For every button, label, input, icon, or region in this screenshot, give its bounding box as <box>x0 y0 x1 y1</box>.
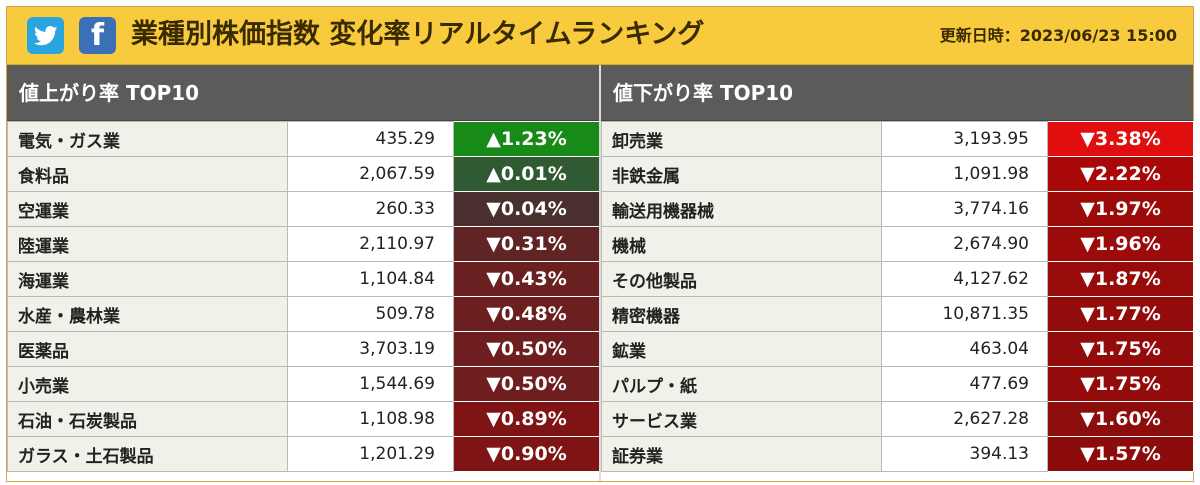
table-row[interactable]: 精密機器 10,871.35 ▼1.77% <box>601 296 1194 332</box>
losers-table: 卸売業 3,193.95 ▼3.38% 非鉄金属 1,091.98 ▼2.22% 輸送用機器… <box>601 121 1194 472</box>
index-value: 4,127.62 <box>881 261 1048 297</box>
widget-header: f 業種別株価指数 変化率リアルタイムランキング 更新日時：2023/06/23… <box>7 7 1193 65</box>
gainers-table: 電気・ガス業 435.29 ▲1.23% 食料品 2,067.59 ▲0.01% 空運業 26… <box>7 121 600 472</box>
change-rate-badge: ▼1.96% <box>1047 226 1194 262</box>
index-value: 477.69 <box>881 366 1048 402</box>
table-row[interactable]: サービス業 2,627.28 ▼1.60% <box>601 401 1194 437</box>
table-row[interactable]: 機械 2,674.90 ▼1.96% <box>601 226 1194 262</box>
index-value: 2,110.97 <box>287 226 454 262</box>
panel-divider <box>599 65 601 481</box>
change-rate-badge: ▼0.89% <box>453 401 600 437</box>
change-rate-badge: ▲1.23% <box>453 121 600 157</box>
sector-name: その他製品 <box>601 261 882 297</box>
losers-heading: 値下がり率 TOP10 <box>601 65 1193 121</box>
sector-name: 空運業 <box>7 191 288 227</box>
sector-name: 証券業 <box>601 436 882 472</box>
table-row[interactable]: 水産・農林業 509.78 ▼0.48% <box>7 296 600 332</box>
index-value: 435.29 <box>287 121 454 157</box>
index-value: 3,703.19 <box>287 331 454 367</box>
index-value: 2,627.28 <box>881 401 1048 437</box>
sector-name: 医薬品 <box>7 331 288 367</box>
table-row[interactable]: 証券業 394.13 ▼1.57% <box>601 436 1194 472</box>
sector-name: パルプ・紙 <box>601 366 882 402</box>
facebook-share-button[interactable]: f <box>79 17 116 54</box>
gainers-panel: 値上がり率 TOP10 電気・ガス業 435.29 ▲1.23% 食料品 2,067.5… <box>7 65 600 481</box>
change-rate-badge: ▼1.77% <box>1047 296 1194 332</box>
table-row[interactable]: 空運業 260.33 ▼0.04% <box>7 191 600 227</box>
index-value: 1,201.29 <box>287 436 454 472</box>
change-rate-badge: ▼1.75% <box>1047 366 1194 402</box>
change-rate-badge: ▼3.38% <box>1047 121 1194 157</box>
table-row[interactable]: 輸送用機器械 3,774.16 ▼1.97% <box>601 191 1194 227</box>
gainers-heading: 値上がり率 TOP10 <box>7 65 599 121</box>
index-value: 260.33 <box>287 191 454 227</box>
table-row[interactable]: 鉱業 463.04 ▼1.75% <box>601 331 1194 367</box>
change-rate-badge: ▲0.01% <box>453 156 600 192</box>
change-rate-badge: ▼0.31% <box>453 226 600 262</box>
change-rate-badge: ▼1.97% <box>1047 191 1194 227</box>
change-rate-badge: ▼0.90% <box>453 436 600 472</box>
change-rate-badge: ▼1.57% <box>1047 436 1194 472</box>
change-rate-badge: ▼1.87% <box>1047 261 1194 297</box>
index-value: 10,871.35 <box>881 296 1048 332</box>
change-rate-badge: ▼1.60% <box>1047 401 1194 437</box>
page-title: 業種別株価指数 変化率リアルタイムランキング <box>131 19 705 50</box>
table-row[interactable]: 電気・ガス業 435.29 ▲1.23% <box>7 121 600 157</box>
table-row[interactable]: 医薬品 3,703.19 ▼0.50% <box>7 331 600 367</box>
ranking-widget: f 業種別株価指数 変化率リアルタイムランキング 更新日時：2023/06/23… <box>6 6 1194 482</box>
facebook-f-icon: f <box>90 18 105 53</box>
sector-name: ガラス・土石製品 <box>7 436 288 472</box>
sector-name: 陸運業 <box>7 226 288 262</box>
change-rate-badge: ▼0.50% <box>453 366 600 402</box>
index-value: 463.04 <box>881 331 1048 367</box>
sector-name: サービス業 <box>601 401 882 437</box>
table-row[interactable]: 非鉄金属 1,091.98 ▼2.22% <box>601 156 1194 192</box>
index-value: 3,774.16 <box>881 191 1048 227</box>
index-value: 1,108.98 <box>287 401 454 437</box>
sector-name: 食料品 <box>7 156 288 192</box>
table-row[interactable]: 石油・石炭製品 1,108.98 ▼0.89% <box>7 401 600 437</box>
index-value: 1,544.69 <box>287 366 454 402</box>
index-value: 1,091.98 <box>881 156 1048 192</box>
change-rate-badge: ▼2.22% <box>1047 156 1194 192</box>
change-rate-badge: ▼0.43% <box>453 261 600 297</box>
table-row[interactable]: 卸売業 3,193.95 ▼3.38% <box>601 121 1194 157</box>
table-row[interactable]: 小売業 1,544.69 ▼0.50% <box>7 366 600 402</box>
table-row[interactable]: 食料品 2,067.59 ▲0.01% <box>7 156 600 192</box>
sector-name: 非鉄金属 <box>601 156 882 192</box>
twitter-bird-icon <box>33 25 58 45</box>
sector-name: 小売業 <box>7 366 288 402</box>
sector-name: 海運業 <box>7 261 288 297</box>
index-value: 509.78 <box>287 296 454 332</box>
change-rate-badge: ▼0.04% <box>453 191 600 227</box>
index-value: 2,674.90 <box>881 226 1048 262</box>
updated-timestamp: 更新日時：2023/06/23 15:00 <box>939 26 1177 45</box>
sector-name: 機械 <box>601 226 882 262</box>
sector-name: 輸送用機器械 <box>601 191 882 227</box>
losers-panel: 値下がり率 TOP10 卸売業 3,193.95 ▼3.38% 非鉄金属 1,091.9… <box>601 65 1194 481</box>
change-rate-badge: ▼0.50% <box>453 331 600 367</box>
sector-name: 石油・石炭製品 <box>7 401 288 437</box>
sector-name: 電気・ガス業 <box>7 121 288 157</box>
table-row[interactable]: 海運業 1,104.84 ▼0.43% <box>7 261 600 297</box>
index-value: 394.13 <box>881 436 1048 472</box>
index-value: 3,193.95 <box>881 121 1048 157</box>
table-row[interactable]: ガラス・土石製品 1,201.29 ▼0.90% <box>7 436 600 472</box>
index-value: 1,104.84 <box>287 261 454 297</box>
change-rate-badge: ▼0.48% <box>453 296 600 332</box>
sector-name: 卸売業 <box>601 121 882 157</box>
change-rate-badge: ▼1.75% <box>1047 331 1194 367</box>
sector-name: 鉱業 <box>601 331 882 367</box>
table-row[interactable]: その他製品 4,127.62 ▼1.87% <box>601 261 1194 297</box>
sector-name: 精密機器 <box>601 296 882 332</box>
index-value: 2,067.59 <box>287 156 454 192</box>
table-row[interactable]: 陸運業 2,110.97 ▼0.31% <box>7 226 600 262</box>
sector-name: 水産・農林業 <box>7 296 288 332</box>
twitter-share-button[interactable] <box>27 17 64 54</box>
table-row[interactable]: パルプ・紙 477.69 ▼1.75% <box>601 366 1194 402</box>
